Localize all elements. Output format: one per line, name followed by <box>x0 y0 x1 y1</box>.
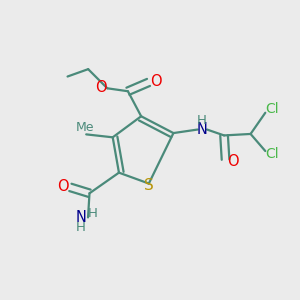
Text: N: N <box>196 122 207 137</box>
Text: H: H <box>197 114 207 127</box>
Text: H: H <box>88 207 98 220</box>
Text: N: N <box>76 210 86 225</box>
Text: Cl: Cl <box>266 102 279 116</box>
Text: O: O <box>95 80 106 95</box>
Text: Me: Me <box>76 122 94 134</box>
Text: H: H <box>76 221 86 234</box>
Text: S: S <box>144 178 154 193</box>
Text: Cl: Cl <box>266 147 279 161</box>
Text: O: O <box>150 74 162 89</box>
Text: O: O <box>58 179 69 194</box>
Text: O: O <box>227 154 239 169</box>
